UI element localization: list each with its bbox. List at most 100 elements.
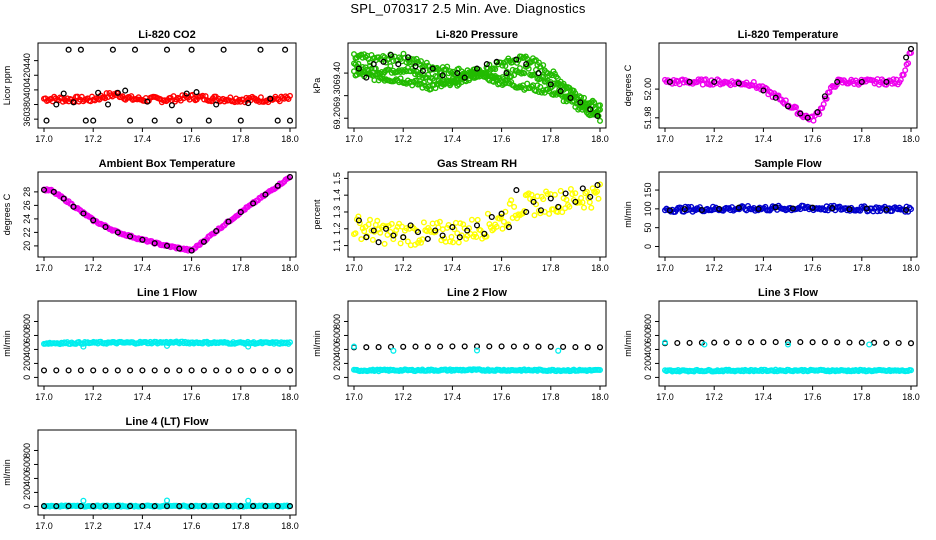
band-point	[581, 204, 588, 211]
data-point	[483, 61, 490, 68]
data-point	[809, 204, 816, 211]
data-point	[439, 232, 446, 239]
data-point	[144, 98, 151, 105]
data-point	[163, 46, 171, 53]
band-point	[897, 76, 904, 83]
series-avg	[40, 173, 294, 254]
data-point	[429, 65, 436, 72]
panel-title: Li-820 CO2	[138, 29, 195, 41]
band-point	[425, 71, 432, 78]
data-point	[797, 110, 804, 117]
band-point	[540, 196, 547, 203]
band-point	[403, 225, 410, 232]
band-point	[287, 339, 294, 346]
band-point	[569, 191, 576, 198]
band-point	[533, 87, 540, 94]
data-point	[513, 187, 520, 194]
series-all	[41, 338, 294, 348]
data-point	[907, 340, 915, 347]
band-point	[365, 221, 372, 228]
band-point	[540, 73, 547, 80]
data-point	[363, 74, 370, 81]
data-point	[237, 503, 244, 510]
plot-frame	[347, 42, 607, 129]
data-point	[579, 185, 586, 192]
data-point	[555, 347, 562, 354]
data-point	[572, 198, 579, 205]
data-point	[735, 80, 742, 87]
y-tick-label: 1.5	[332, 172, 342, 185]
y-tick-label: 600	[643, 328, 653, 343]
band-point	[404, 238, 411, 245]
data-point	[163, 342, 171, 349]
data-point	[797, 339, 804, 346]
band-point	[903, 203, 910, 210]
band-point	[900, 71, 907, 78]
data-point	[432, 227, 439, 234]
band-point	[387, 63, 394, 70]
data-point	[213, 367, 220, 374]
data-point	[200, 503, 207, 510]
x-tick-label: 17.4	[134, 521, 152, 531]
x-tick-label: 17.8	[232, 521, 250, 531]
y-tick-label: 360	[22, 112, 32, 127]
data-point	[151, 240, 158, 247]
data-point	[456, 234, 463, 241]
y-tick-label: 200	[22, 356, 32, 371]
data-point	[414, 229, 422, 236]
data-point	[286, 367, 294, 374]
x-tick-label: 17.2	[394, 263, 412, 273]
x-tick-label: 18.0	[591, 392, 609, 402]
x-tick-label: 17.0	[656, 134, 674, 144]
plot-frame	[347, 300, 607, 387]
band-point	[423, 59, 430, 66]
data-point	[176, 367, 183, 374]
data-point	[863, 205, 870, 212]
data-point	[883, 206, 890, 213]
data-point	[711, 78, 718, 85]
x-tick-label: 17.2	[394, 392, 412, 402]
band-point	[457, 220, 464, 227]
data-point	[789, 205, 796, 212]
band-point	[473, 233, 480, 240]
band-point	[477, 227, 484, 234]
y-tick-label: 20	[22, 241, 32, 251]
band-point	[588, 204, 595, 211]
data-point	[486, 343, 493, 350]
band-point	[908, 367, 915, 374]
y-tick-label: 69.20	[332, 107, 342, 130]
data-point	[557, 88, 564, 95]
data-point	[400, 234, 407, 241]
data-point	[257, 46, 264, 53]
x-tick-label: 17.4	[755, 134, 773, 144]
band-point	[525, 190, 532, 197]
x-tick-label: 17.4	[134, 134, 152, 144]
data-point	[716, 205, 723, 212]
data-point	[587, 106, 594, 113]
band-point	[566, 203, 573, 210]
band-point	[579, 199, 586, 206]
data-point	[735, 339, 742, 346]
band-point	[381, 240, 388, 247]
panel-sample-flow: Sample Flow ml/min 17.0 17.2 17.4 17.6 17.8 18.…	[623, 158, 920, 273]
panel-title: Line 3 Flow	[758, 287, 818, 299]
data-point	[510, 343, 517, 350]
y-tick-label: 400	[22, 82, 32, 97]
band-point	[352, 230, 359, 237]
series-outliers	[80, 497, 252, 504]
y-tick-label: 400	[643, 342, 653, 357]
data-point	[772, 204, 779, 211]
data-point	[390, 347, 397, 354]
y-axis-label: kPa	[312, 78, 322, 94]
band-point	[420, 219, 427, 226]
y-tick-label: 200	[332, 356, 342, 371]
x-tick-label: 18.0	[281, 521, 299, 531]
data-point	[395, 61, 402, 68]
band-point	[597, 106, 604, 113]
data-point	[151, 503, 158, 510]
panel-ambient-box-temperature: Ambient Box Temperature degrees C 17.0 17.2…	[2, 158, 299, 273]
band-point	[499, 225, 506, 232]
panel-title: Li-820 Temperature	[738, 29, 839, 41]
y-tick-label: 150	[643, 183, 653, 198]
data-point	[503, 70, 510, 77]
